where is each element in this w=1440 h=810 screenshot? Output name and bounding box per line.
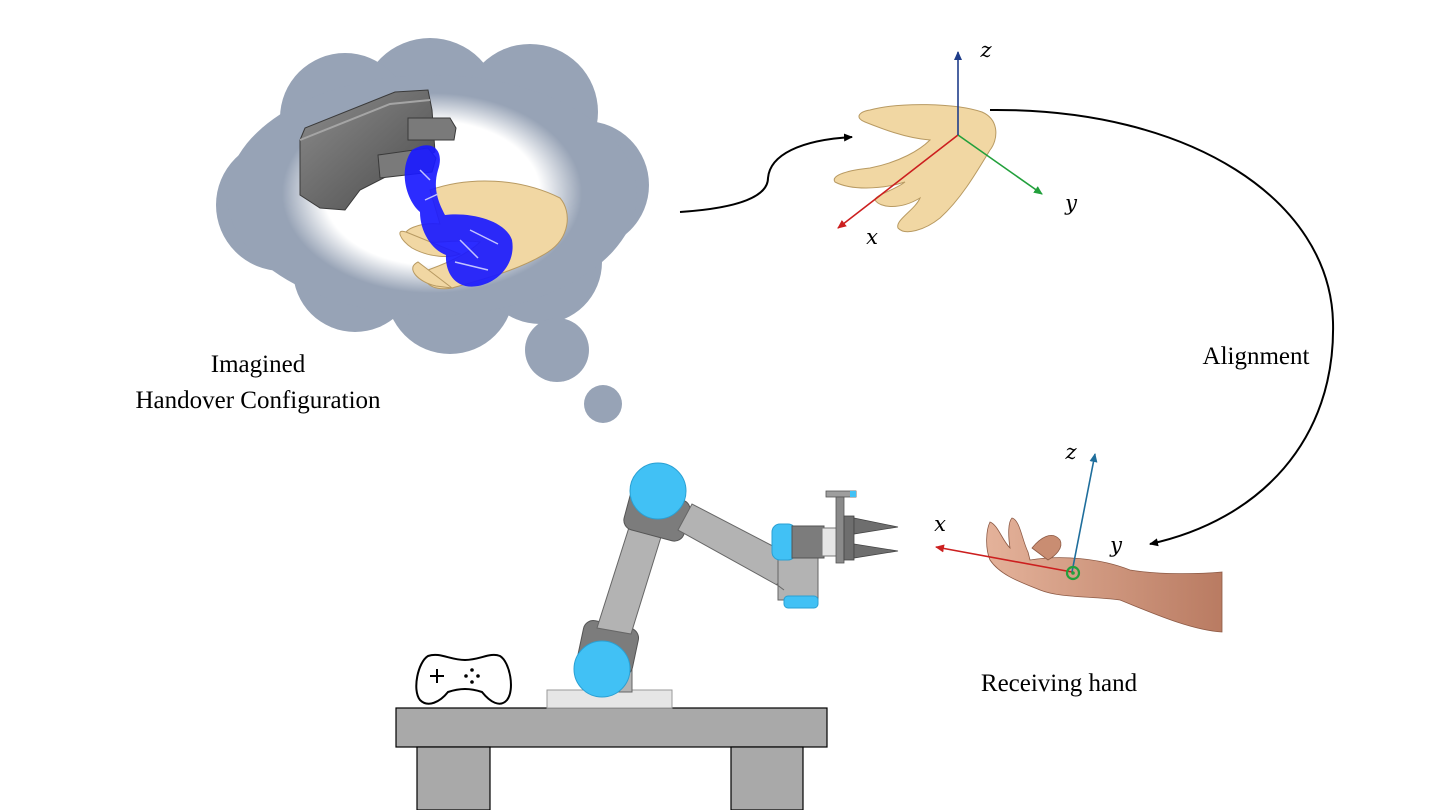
- bottom-y-axis-center: [1071, 571, 1075, 575]
- thought-bubble-small: [584, 385, 622, 423]
- bottom-y-axis-dot: [1065, 565, 1081, 581]
- robot-gripper-icon: [825, 490, 899, 564]
- top-y-axis: [957, 134, 1043, 195]
- receiving-hand-label: Receiving hand: [981, 670, 1138, 697]
- top-z-label: z: [979, 38, 992, 62]
- bottom-z-axis: [1071, 453, 1098, 573]
- top-x-axis: [837, 134, 959, 229]
- alignment-label: Alignment: [1203, 343, 1310, 370]
- point-cloud-icon: [404, 145, 513, 287]
- table: [395, 707, 828, 810]
- alignment-arrow: [989, 108, 1335, 547]
- gamepad-icon: [415, 653, 512, 705]
- handover-configuration-label: Handover Configuration: [135, 387, 381, 414]
- imagined-label: Imagined: [211, 351, 306, 378]
- robot-arm: [573, 462, 839, 698]
- top-x-label: x: [866, 225, 878, 249]
- bottom-y-label: y: [1109, 533, 1123, 557]
- cloud-to-hand-arrow: [679, 133, 853, 213]
- robot-elbow-joint: [629, 462, 687, 520]
- receiving-hand-icon: [986, 517, 1223, 633]
- thought-bubble-large: [525, 318, 589, 382]
- bottom-x-label: x: [934, 512, 946, 536]
- bottom-z-label: z: [1064, 440, 1077, 464]
- top-y-label: y: [1064, 191, 1078, 215]
- robot-base-joint: [573, 640, 631, 698]
- bottom-x-axis: [935, 544, 1073, 573]
